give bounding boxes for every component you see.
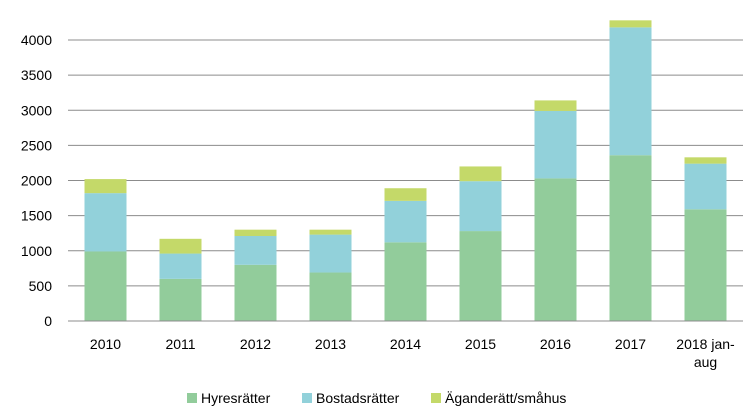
bar-2018-jan-aug-series-1 xyxy=(684,163,727,210)
x-tick-label: 2013 xyxy=(315,336,346,352)
bar-2015-series-2 xyxy=(459,166,502,182)
y-tick-label: 2000 xyxy=(21,173,52,189)
bar-2016-series-0 xyxy=(534,178,577,321)
y-tick-labels: 0 500 1000 1500 2000 2500 3000 3500 4000 xyxy=(21,32,52,329)
x-tick-labels: 2010 2011 2012 2013 2014 2015 2016 2017 2018 jan… xyxy=(90,336,735,370)
bar-2017-series-2 xyxy=(609,20,652,28)
bar-2016-series-2 xyxy=(534,100,577,111)
y-tick-label: 2500 xyxy=(21,137,52,153)
bar-2012-series-0 xyxy=(234,264,277,321)
bar-2013-series-2 xyxy=(309,229,352,235)
bar-2013-series-0 xyxy=(309,272,352,321)
bars xyxy=(84,20,727,321)
bar-2011-series-1 xyxy=(159,253,202,279)
bar-2012-series-1 xyxy=(234,236,277,265)
x-tick-label: 2012 xyxy=(240,336,271,352)
bar-2011-series-2 xyxy=(159,238,202,254)
bar-2013-series-1 xyxy=(309,234,352,273)
bar-2010-series-0 xyxy=(84,251,127,321)
y-tick-label: 0 xyxy=(44,313,52,329)
x-tick-label: 2015 xyxy=(465,336,496,352)
y-tick-label: 3000 xyxy=(21,102,52,118)
legend-swatch xyxy=(187,393,197,403)
y-tick-label: 500 xyxy=(29,278,53,294)
bar-2014-series-0 xyxy=(384,242,427,321)
x-tick-label: 2017 xyxy=(615,336,646,352)
x-tick-label: 2014 xyxy=(390,336,421,352)
bar-2012-series-2 xyxy=(234,229,277,236)
bar-2017-series-0 xyxy=(609,155,652,321)
x-tick-label: 2016 xyxy=(540,336,571,352)
legend-label: Hyresrätter xyxy=(201,390,271,406)
legend: Hyresrätter Bostadsrätter Äganderätt/småhu… xyxy=(187,390,566,406)
legend-label: Bostadsrätter xyxy=(316,390,400,406)
legend-swatch xyxy=(302,393,312,403)
legend-label: Äganderätt/småhus xyxy=(445,390,566,406)
bar-2011-series-0 xyxy=(159,278,202,321)
bar-2015-series-0 xyxy=(459,231,502,321)
bar-2010-series-2 xyxy=(84,179,127,194)
bar-2014-series-2 xyxy=(384,188,427,201)
y-tick-label: 4000 xyxy=(21,32,52,48)
bar-2015-series-1 xyxy=(459,181,502,232)
y-tick-label: 1000 xyxy=(21,243,52,259)
x-tick-label: 2011 xyxy=(165,336,195,352)
legend-swatch xyxy=(431,393,441,403)
bar-2010-series-1 xyxy=(84,193,127,252)
bar-2016-series-1 xyxy=(534,110,577,179)
x-tick-label: 2010 xyxy=(90,336,121,352)
x-tick-label: 2018 jan- xyxy=(676,336,735,352)
bar-2014-series-1 xyxy=(384,200,427,243)
bar-2018-jan-aug-series-0 xyxy=(684,209,727,321)
y-tick-label: 1500 xyxy=(21,208,52,224)
bar-2017-series-1 xyxy=(609,27,652,156)
bar-2018-jan-aug-series-2 xyxy=(684,157,727,164)
x-tick-label: aug xyxy=(694,354,717,370)
y-tick-label: 3500 xyxy=(21,67,52,83)
